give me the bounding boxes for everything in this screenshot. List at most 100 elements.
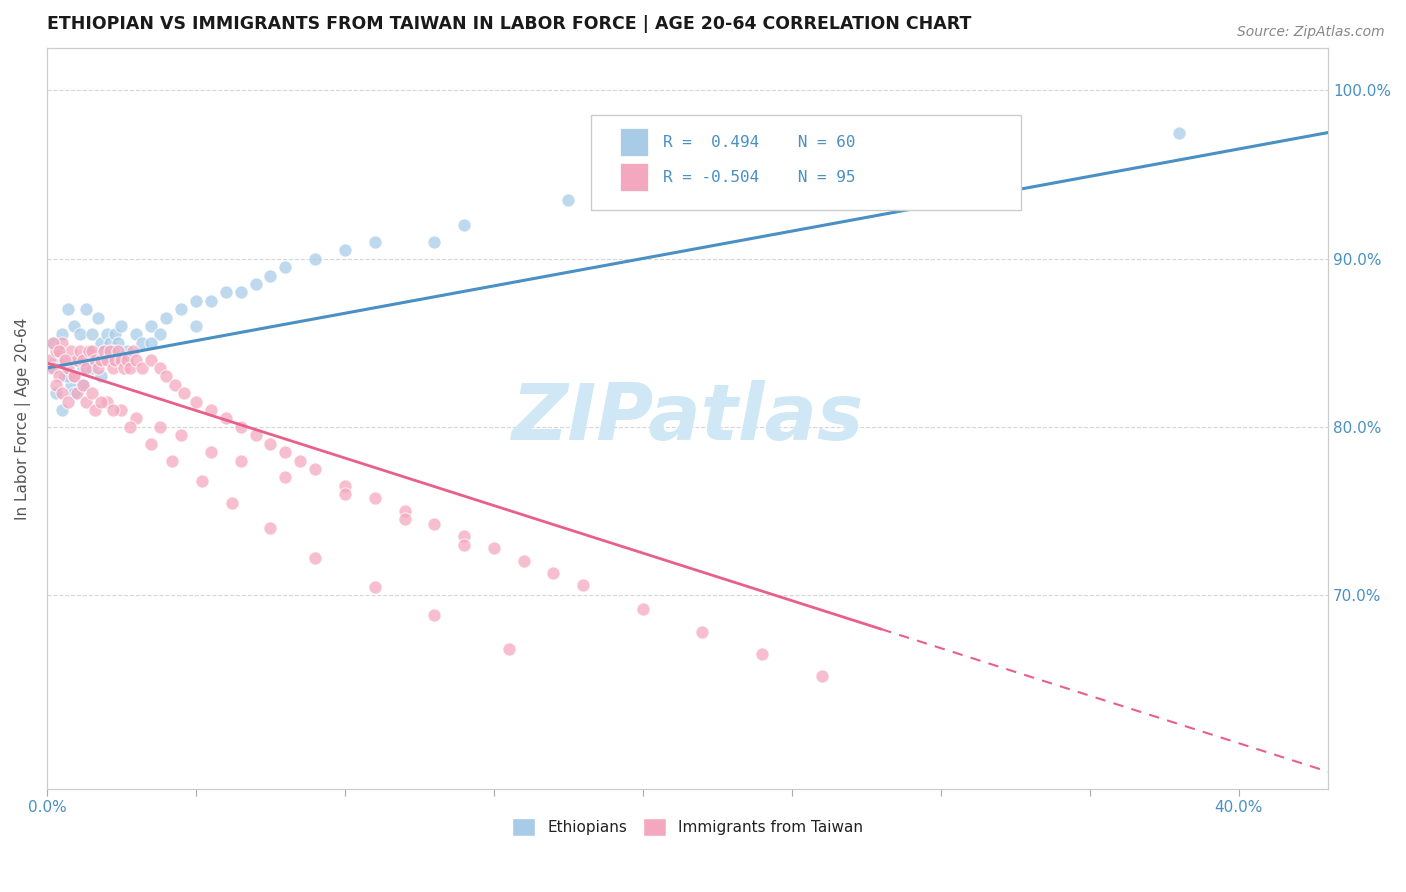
Point: [165, 377, 187, 392]
Point: [66, 352, 89, 367]
Point: [141, 352, 163, 367]
Point: [48, 344, 70, 359]
Point: [184, 293, 207, 308]
Bar: [620, 163, 648, 191]
Point: [184, 318, 207, 333]
Point: [83, 352, 105, 367]
Point: [453, 218, 475, 232]
Point: [221, 495, 243, 509]
Point: [120, 361, 142, 376]
Point: [274, 470, 297, 484]
Point: [66, 352, 89, 367]
Point: [200, 445, 222, 459]
Point: [215, 411, 238, 425]
Point: [101, 344, 124, 359]
Point: [200, 293, 222, 308]
Point: [104, 327, 127, 342]
Point: [245, 428, 267, 442]
Text: R = -0.504    N = 95: R = -0.504 N = 95: [664, 170, 856, 186]
Text: ETHIOPIAN VS IMMIGRANTS FROM TAIWAN IN LABOR FORCE | AGE 20-64 CORRELATION CHART: ETHIOPIAN VS IMMIGRANTS FROM TAIWAN IN L…: [46, 15, 972, 33]
Point: [93, 344, 115, 359]
Point: [141, 436, 163, 450]
Point: [229, 453, 252, 467]
Point: [122, 344, 145, 359]
Point: [110, 352, 132, 367]
Point: [45, 386, 67, 401]
Point: [93, 344, 115, 359]
Point: [453, 538, 475, 552]
Point: [53, 369, 76, 384]
Point: [69, 327, 91, 342]
Point: [53, 352, 76, 367]
Point: [69, 344, 91, 359]
Point: [72, 352, 94, 367]
Point: [107, 344, 129, 359]
Point: [62, 369, 84, 384]
Point: [51, 335, 73, 350]
Point: [90, 352, 112, 367]
Point: [59, 344, 82, 359]
Point: [56, 361, 79, 376]
Point: [48, 369, 70, 384]
Point: [75, 361, 97, 376]
Point: [42, 361, 65, 376]
Point: [51, 403, 73, 417]
Point: [62, 318, 84, 333]
Point: [42, 335, 65, 350]
Point: [96, 394, 118, 409]
Point: [141, 318, 163, 333]
Point: [56, 302, 79, 317]
Point: [259, 268, 281, 283]
Point: [333, 479, 356, 493]
Point: [498, 641, 520, 656]
Text: Source: ZipAtlas.com: Source: ZipAtlas.com: [1237, 25, 1385, 39]
Point: [48, 344, 70, 359]
Legend: Ethiopians, Immigrants from Taiwan: Ethiopians, Immigrants from Taiwan: [512, 818, 863, 837]
Point: [66, 386, 89, 401]
Point: [39, 361, 62, 376]
Point: [39, 352, 62, 367]
Point: [51, 327, 73, 342]
Point: [104, 352, 127, 367]
Point: [1168, 126, 1191, 140]
Point: [75, 394, 97, 409]
Point: [184, 394, 207, 409]
Point: [692, 625, 714, 640]
Point: [423, 517, 446, 532]
Point: [125, 327, 148, 342]
Point: [83, 403, 105, 417]
Point: [83, 352, 105, 367]
Point: [101, 403, 124, 417]
Point: [959, 134, 981, 148]
Point: [364, 491, 387, 505]
Point: [98, 344, 121, 359]
Point: [72, 361, 94, 376]
Text: R =  0.494    N = 60: R = 0.494 N = 60: [664, 135, 856, 150]
Bar: [620, 128, 648, 156]
Point: [149, 361, 172, 376]
Point: [90, 369, 112, 384]
Point: [77, 344, 100, 359]
Point: [75, 302, 97, 317]
Point: [631, 185, 654, 199]
Point: [101, 352, 124, 367]
Point: [62, 386, 84, 401]
Point: [557, 193, 579, 207]
Point: [141, 335, 163, 350]
Point: [86, 361, 108, 376]
Point: [86, 310, 108, 325]
Point: [155, 369, 177, 384]
Point: [96, 327, 118, 342]
Point: [131, 335, 153, 350]
Point: [290, 453, 312, 467]
Point: [274, 260, 297, 274]
Y-axis label: In Labor Force | Age 20-64: In Labor Force | Age 20-64: [15, 318, 31, 520]
Point: [56, 394, 79, 409]
Point: [304, 551, 326, 566]
Point: [333, 487, 356, 501]
Point: [394, 512, 416, 526]
Point: [80, 327, 103, 342]
Point: [394, 504, 416, 518]
Point: [245, 277, 267, 291]
Point: [259, 436, 281, 450]
